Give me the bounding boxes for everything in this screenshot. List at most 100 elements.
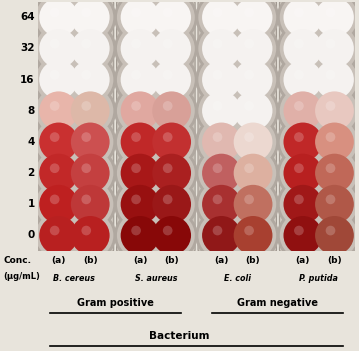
Ellipse shape	[244, 70, 254, 80]
Text: (b): (b)	[164, 257, 179, 265]
Ellipse shape	[311, 57, 358, 103]
Ellipse shape	[244, 194, 254, 204]
Ellipse shape	[326, 8, 335, 17]
Ellipse shape	[64, 22, 116, 74]
Ellipse shape	[202, 185, 241, 224]
Ellipse shape	[39, 29, 78, 68]
Text: (a): (a)	[296, 257, 310, 265]
Ellipse shape	[149, 25, 195, 72]
Ellipse shape	[149, 0, 195, 40]
Text: (b): (b)	[246, 257, 260, 265]
Ellipse shape	[131, 39, 141, 48]
Ellipse shape	[227, 178, 279, 230]
Ellipse shape	[195, 147, 247, 199]
Ellipse shape	[280, 25, 326, 72]
Ellipse shape	[121, 185, 159, 224]
Ellipse shape	[277, 85, 329, 137]
Ellipse shape	[33, 22, 85, 74]
Ellipse shape	[152, 91, 191, 130]
Ellipse shape	[71, 154, 109, 192]
Ellipse shape	[326, 70, 335, 80]
Ellipse shape	[152, 122, 191, 161]
Ellipse shape	[36, 212, 82, 259]
Ellipse shape	[163, 70, 173, 80]
Ellipse shape	[71, 122, 109, 161]
Ellipse shape	[315, 185, 354, 224]
Ellipse shape	[284, 91, 322, 130]
Text: B. cereus: B. cereus	[53, 274, 95, 284]
Ellipse shape	[163, 163, 173, 173]
Ellipse shape	[152, 0, 191, 37]
Ellipse shape	[114, 22, 166, 74]
Text: Bacterium: Bacterium	[149, 331, 210, 341]
Ellipse shape	[121, 29, 159, 68]
Ellipse shape	[308, 85, 359, 137]
Ellipse shape	[146, 147, 198, 199]
Ellipse shape	[280, 88, 326, 134]
Ellipse shape	[50, 39, 60, 48]
Ellipse shape	[146, 210, 198, 261]
Text: 8: 8	[27, 106, 35, 116]
Text: (a): (a)	[133, 257, 147, 265]
Ellipse shape	[39, 154, 78, 192]
Ellipse shape	[33, 116, 85, 168]
Ellipse shape	[294, 163, 304, 173]
Ellipse shape	[213, 132, 222, 142]
Ellipse shape	[202, 216, 241, 255]
Ellipse shape	[227, 210, 279, 261]
Ellipse shape	[326, 132, 335, 142]
Ellipse shape	[149, 88, 195, 134]
Ellipse shape	[227, 147, 279, 199]
Ellipse shape	[67, 57, 113, 103]
Ellipse shape	[277, 0, 329, 43]
Ellipse shape	[280, 119, 326, 165]
Ellipse shape	[163, 194, 173, 204]
Ellipse shape	[326, 226, 335, 236]
Ellipse shape	[64, 85, 116, 137]
Ellipse shape	[311, 88, 358, 134]
FancyBboxPatch shape	[279, 1, 358, 252]
Ellipse shape	[277, 147, 329, 199]
Text: (b): (b)	[83, 257, 98, 265]
Ellipse shape	[81, 132, 91, 142]
FancyBboxPatch shape	[117, 1, 195, 252]
Ellipse shape	[213, 70, 222, 80]
Ellipse shape	[71, 216, 109, 255]
Ellipse shape	[36, 0, 82, 40]
Ellipse shape	[117, 212, 163, 259]
Ellipse shape	[213, 8, 222, 17]
Ellipse shape	[131, 194, 141, 204]
Ellipse shape	[114, 178, 166, 230]
Ellipse shape	[67, 25, 113, 72]
Ellipse shape	[202, 0, 241, 37]
Ellipse shape	[33, 210, 85, 261]
Ellipse shape	[198, 119, 244, 165]
Ellipse shape	[213, 226, 222, 236]
Ellipse shape	[213, 101, 222, 111]
Ellipse shape	[234, 91, 272, 130]
Ellipse shape	[284, 154, 322, 192]
Text: 2: 2	[27, 168, 35, 178]
Ellipse shape	[121, 122, 159, 161]
Ellipse shape	[284, 60, 322, 99]
Ellipse shape	[277, 210, 329, 261]
Ellipse shape	[311, 212, 358, 259]
Ellipse shape	[64, 178, 116, 230]
Ellipse shape	[149, 212, 195, 259]
Text: Gram positive: Gram positive	[77, 298, 154, 308]
Ellipse shape	[294, 132, 304, 142]
Ellipse shape	[67, 150, 113, 196]
Ellipse shape	[315, 91, 354, 130]
Ellipse shape	[315, 29, 354, 68]
Ellipse shape	[244, 163, 254, 173]
Ellipse shape	[230, 88, 276, 134]
Ellipse shape	[198, 88, 244, 134]
FancyBboxPatch shape	[200, 3, 274, 250]
Ellipse shape	[230, 25, 276, 72]
Ellipse shape	[230, 119, 276, 165]
Ellipse shape	[152, 216, 191, 255]
Ellipse shape	[244, 101, 254, 111]
Ellipse shape	[294, 39, 304, 48]
Ellipse shape	[114, 85, 166, 137]
Ellipse shape	[81, 8, 91, 17]
